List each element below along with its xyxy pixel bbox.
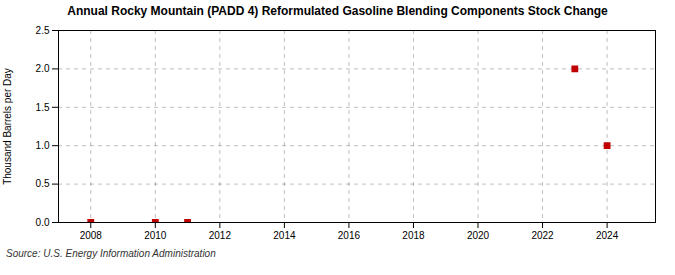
svg-text:2016: 2016 (338, 230, 361, 241)
svg-text:2020: 2020 (467, 230, 490, 241)
svg-text:0.0: 0.0 (36, 217, 50, 228)
svg-text:2024: 2024 (596, 230, 619, 241)
svg-text:2.5: 2.5 (36, 25, 50, 36)
svg-text:2008: 2008 (80, 230, 103, 241)
svg-text:2.0: 2.0 (36, 63, 50, 74)
svg-text:Thousand Barrels per Day: Thousand Barrels per Day (2, 68, 13, 185)
svg-text:2012: 2012 (209, 230, 232, 241)
svg-text:1.5: 1.5 (36, 102, 50, 113)
svg-text:2010: 2010 (144, 230, 167, 241)
svg-text:0.5: 0.5 (36, 178, 50, 189)
svg-text:2014: 2014 (273, 230, 296, 241)
svg-text:1.0: 1.0 (36, 140, 50, 151)
html-text:Annual Rocky Mountain (PADD 4): Annual Rocky Mountain (PADD 4) Reformula… (67, 4, 608, 18)
html-text:Source: U.S. Energy Informatio: Source: U.S. Energy Information Administ… (6, 248, 216, 259)
svg-text:2022: 2022 (531, 230, 554, 241)
svg-text:2018: 2018 (402, 230, 425, 241)
